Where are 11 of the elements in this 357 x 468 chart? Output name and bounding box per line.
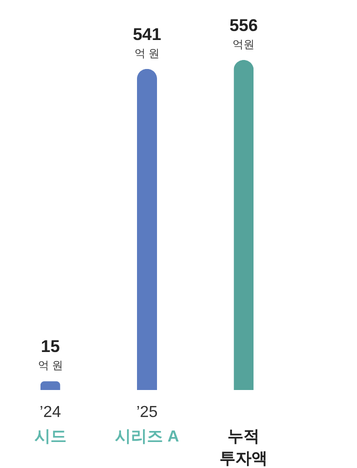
annotation: 억원 <box>232 39 255 51</box>
text: ’24 <box>40 404 62 421</box>
x-tick-label: 시드 <box>34 428 66 446</box>
text: ’25 <box>136 404 158 421</box>
x-tick-label: 누적 투자액 <box>220 428 268 468</box>
data-label: 541 <box>132 24 162 44</box>
annotation: 억 원 <box>38 360 63 372</box>
data-label: 15 <box>40 337 60 356</box>
annotation: 억 원 <box>134 48 160 60</box>
x-tick-label: 시리즈 A <box>115 428 180 446</box>
data-label: 556 <box>229 16 258 35</box>
